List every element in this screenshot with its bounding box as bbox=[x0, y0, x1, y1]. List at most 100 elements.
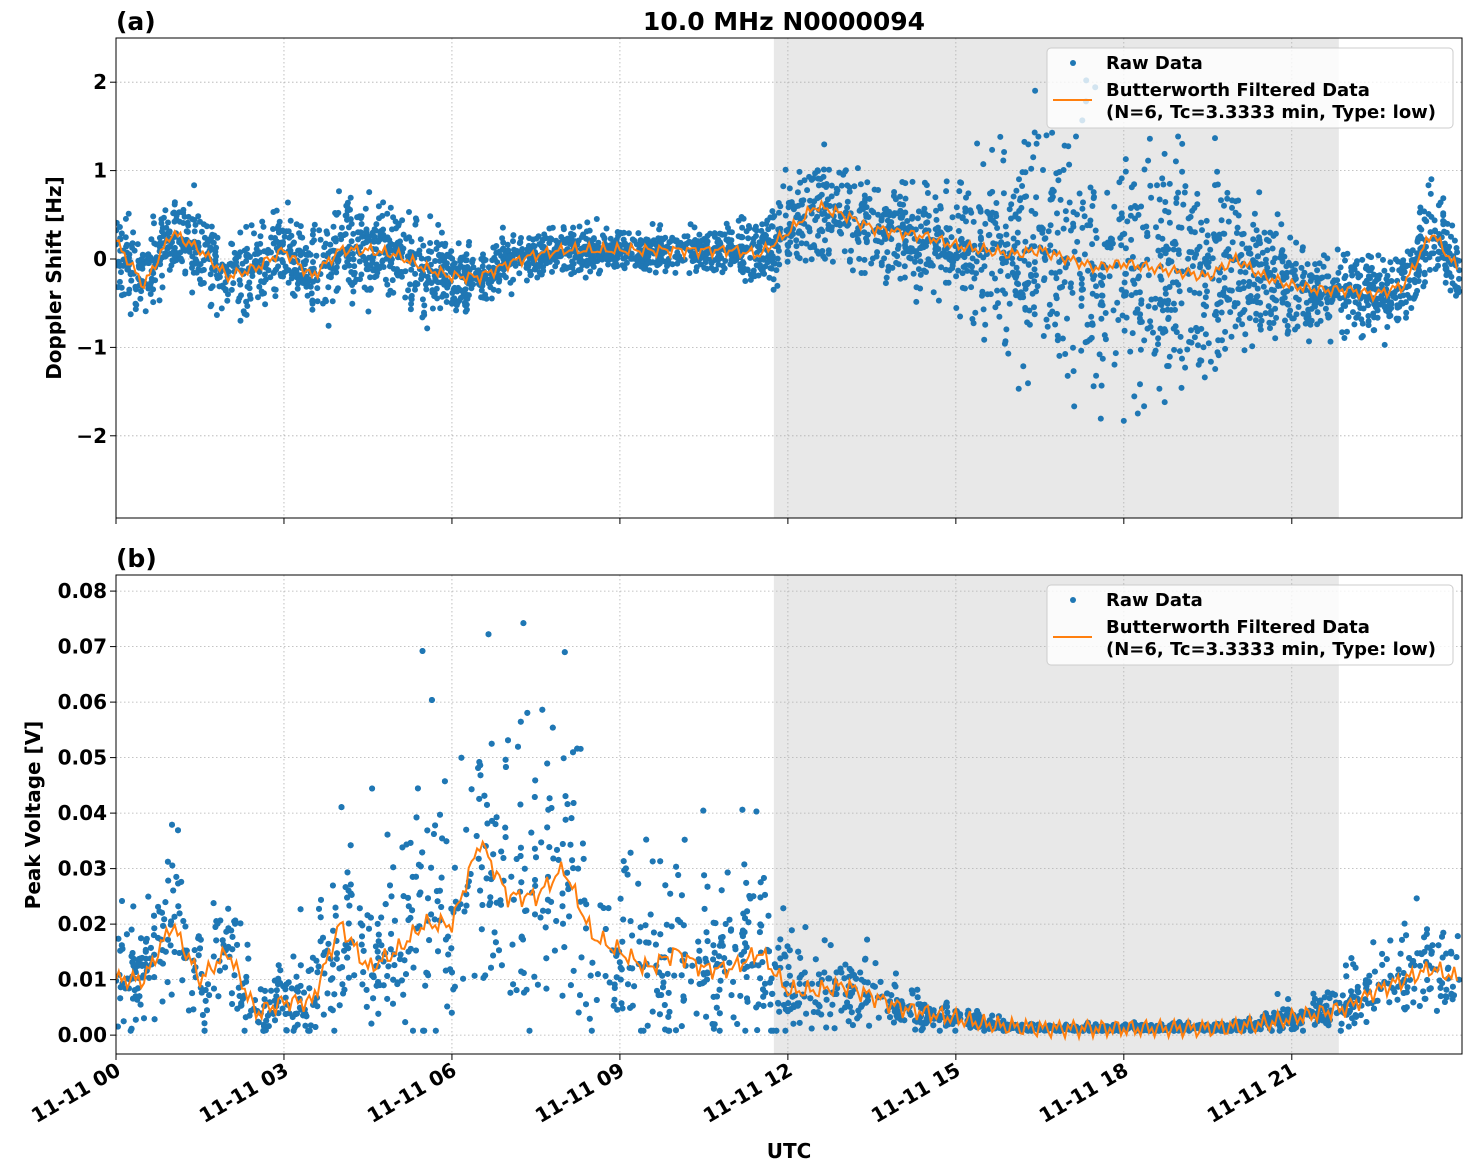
raw-data-point bbox=[1141, 166, 1148, 173]
raw-data-point bbox=[728, 257, 735, 264]
raw-data-point bbox=[1403, 309, 1410, 316]
x-tick-label: 11-11 15 bbox=[867, 1058, 965, 1128]
raw-data-point bbox=[1235, 286, 1242, 292]
raw-data-point bbox=[1172, 158, 1179, 165]
raw-data-point bbox=[1161, 399, 1168, 406]
raw-data-point bbox=[804, 187, 811, 194]
raw-data-point bbox=[1371, 327, 1378, 334]
raw-data-point bbox=[390, 242, 397, 248]
raw-data-point bbox=[1065, 143, 1072, 150]
raw-data-point bbox=[505, 255, 511, 262]
raw-data-point bbox=[682, 241, 689, 248]
raw-data-point bbox=[171, 199, 178, 206]
raw-data-point bbox=[1330, 279, 1336, 286]
raw-data-point bbox=[147, 291, 154, 297]
raw-data-point bbox=[455, 284, 462, 291]
raw-data-point bbox=[165, 219, 171, 226]
raw-data-point bbox=[407, 281, 413, 288]
raw-data-point bbox=[1350, 309, 1356, 316]
raw-data-point bbox=[897, 275, 904, 282]
raw-data-point bbox=[1056, 352, 1063, 359]
raw-data-point bbox=[1066, 161, 1073, 168]
raw-data-point bbox=[348, 238, 355, 245]
raw-data-point bbox=[351, 263, 358, 270]
raw-data-point bbox=[1312, 261, 1319, 268]
raw-data-point bbox=[511, 246, 517, 253]
raw-data-point bbox=[1295, 304, 1302, 310]
raw-data-point bbox=[297, 234, 304, 240]
raw-data-point bbox=[1070, 368, 1077, 375]
raw-data-point bbox=[420, 242, 427, 249]
raw-data-point bbox=[1040, 167, 1046, 173]
raw-data-point bbox=[1093, 283, 1099, 290]
raw-data-point bbox=[587, 268, 594, 275]
raw-data-point bbox=[463, 257, 470, 264]
raw-data-point bbox=[1009, 260, 1016, 267]
raw-data-point bbox=[620, 255, 627, 262]
raw-data-point bbox=[1021, 138, 1028, 145]
raw-data-point bbox=[243, 258, 250, 265]
raw-data-point bbox=[1411, 293, 1418, 300]
raw-data-point bbox=[214, 234, 221, 241]
raw-data-point bbox=[189, 264, 195, 271]
raw-data-point bbox=[1078, 281, 1085, 287]
raw-data-point bbox=[1054, 210, 1060, 217]
raw-data-point bbox=[1161, 326, 1168, 333]
raw-data-point bbox=[1265, 303, 1272, 310]
raw-data-point bbox=[753, 233, 759, 239]
raw-data-point bbox=[948, 234, 955, 241]
raw-data-point bbox=[851, 183, 858, 190]
raw-data-point bbox=[1384, 324, 1391, 330]
raw-data-point bbox=[429, 287, 436, 294]
raw-data-point bbox=[1098, 382, 1105, 389]
raw-data-point bbox=[162, 207, 169, 214]
raw-data-point bbox=[952, 251, 959, 258]
raw-data-point bbox=[933, 207, 939, 214]
raw-data-point bbox=[1455, 289, 1462, 296]
raw-data-point bbox=[333, 211, 340, 218]
raw-data-point bbox=[413, 217, 420, 224]
raw-data-point bbox=[1193, 324, 1200, 331]
raw-data-point bbox=[543, 260, 550, 267]
raw-data-point bbox=[255, 294, 261, 301]
raw-data-point bbox=[307, 283, 314, 290]
raw-data-point bbox=[422, 281, 429, 288]
raw-data-point bbox=[354, 214, 361, 221]
raw-data-point bbox=[1118, 286, 1125, 293]
raw-data-point bbox=[812, 170, 819, 177]
raw-data-point bbox=[669, 261, 676, 268]
raw-data-point bbox=[357, 276, 363, 283]
raw-data-point bbox=[491, 244, 498, 251]
raw-data-point bbox=[745, 235, 752, 242]
raw-data-point bbox=[121, 291, 128, 298]
raw-data-point bbox=[1070, 220, 1077, 227]
raw-data-point bbox=[1191, 205, 1198, 211]
raw-data-point bbox=[1207, 358, 1214, 365]
raw-data-point bbox=[1258, 317, 1265, 324]
raw-data-point bbox=[1360, 293, 1367, 300]
raw-data-point bbox=[1447, 287, 1454, 294]
raw-data-point bbox=[942, 266, 949, 273]
raw-data-point bbox=[1448, 273, 1455, 280]
raw-data-point bbox=[1284, 322, 1291, 329]
y-tick-label: 0.03 bbox=[58, 857, 107, 881]
raw-data-point bbox=[281, 269, 288, 276]
raw-data-point bbox=[1084, 321, 1091, 328]
raw-data-point bbox=[1117, 235, 1124, 241]
raw-data-point bbox=[525, 260, 531, 266]
y-tick-label: 0.00 bbox=[58, 1023, 107, 1047]
raw-data-point bbox=[135, 262, 142, 269]
raw-data-point bbox=[373, 221, 380, 228]
raw-data-point bbox=[798, 240, 805, 247]
raw-data-point bbox=[1342, 273, 1349, 279]
raw-data-point bbox=[1440, 212, 1447, 219]
raw-data-point bbox=[1226, 287, 1233, 294]
raw-data-point bbox=[397, 238, 403, 245]
raw-data-point bbox=[1181, 189, 1188, 196]
raw-data-point bbox=[448, 299, 455, 306]
raw-data-point bbox=[1397, 293, 1404, 300]
raw-data-point bbox=[1015, 385, 1022, 392]
raw-data-point bbox=[406, 209, 412, 215]
raw-data-point bbox=[1115, 317, 1122, 323]
raw-data-point bbox=[1214, 301, 1221, 308]
